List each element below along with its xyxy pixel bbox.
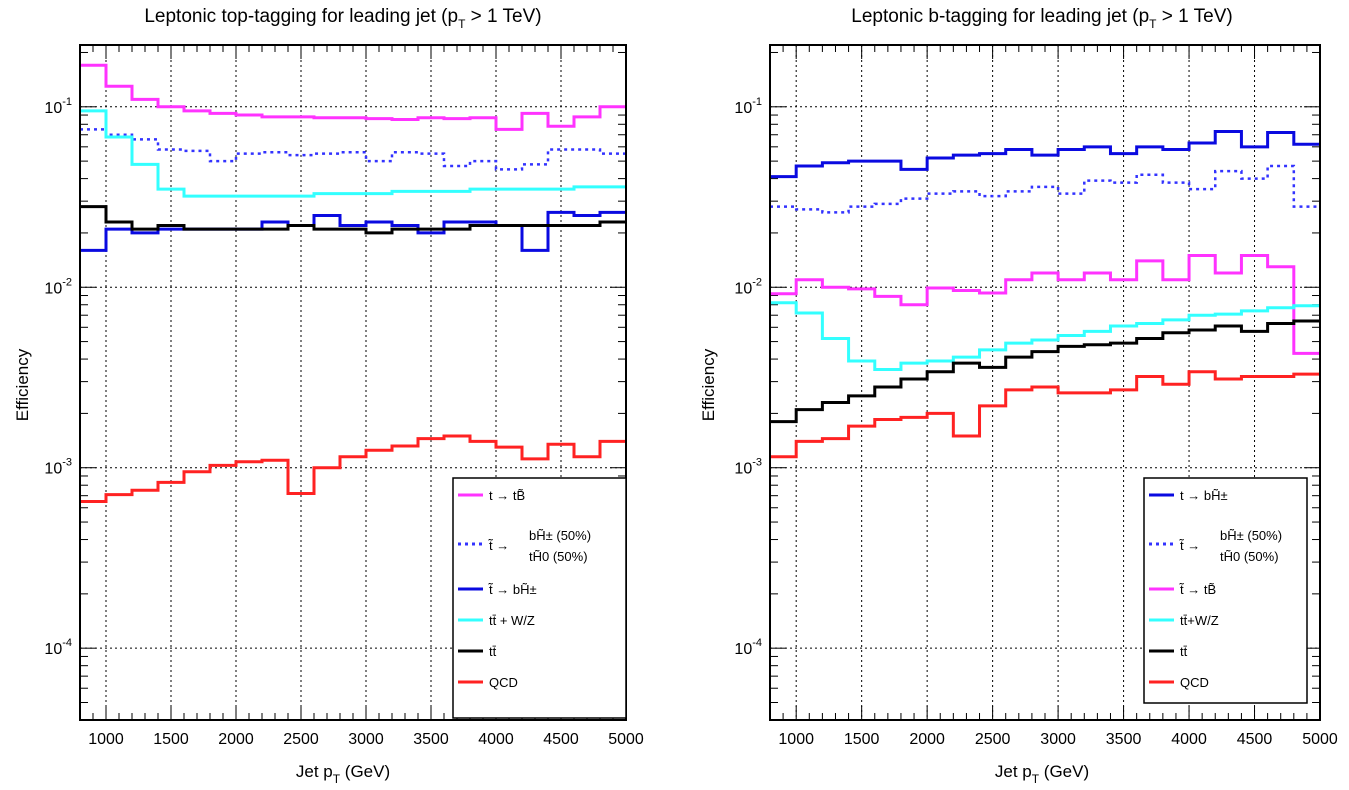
- b-xtick-label: 3000: [1040, 731, 1076, 748]
- b-xtick-label: 1000: [778, 731, 814, 748]
- top-series-t-tb: [80, 63, 626, 131]
- b-legend-label-tt: tt̄: [1180, 644, 1188, 659]
- b-legend-label-t-bh-50-th-0-50-lower: tH̃0 (50%): [1220, 549, 1279, 564]
- b-xtick-label: 2500: [975, 731, 1011, 748]
- b-series-t-bh: [770, 129, 1320, 179]
- top-legend-label-tt-w-z: tt̄ + W/Z: [489, 613, 535, 628]
- b-ytick-label: 10-3: [734, 457, 762, 478]
- b-series-tt: [770, 319, 1320, 424]
- b-xtick-label: 3500: [1106, 731, 1142, 748]
- b-legend-label-t-bh: t → bH̃±: [1180, 488, 1228, 503]
- top-ytick-label: 10-3: [44, 457, 72, 478]
- b-tagging-panel: 1000 1500 2000 2500 3000 3500 4000 4500 5000 10-4…: [699, 6, 1338, 786]
- top-x-axis-title: Jet pT (GeV): [296, 762, 390, 786]
- top-series-t-bh-50-th-0-50: [80, 128, 626, 171]
- b-xtick-label: 4000: [1171, 731, 1207, 748]
- b-series-tt-w-z: [770, 301, 1320, 372]
- b-ytick-label: 10-2: [734, 276, 762, 297]
- top-xtick-label: 2000: [218, 731, 254, 748]
- top-ytick-label: 10-4: [44, 637, 72, 658]
- b-series-t-tb: [770, 253, 1320, 355]
- top-xtick-label: 2500: [283, 731, 319, 748]
- top-ytick-label: 10-2: [44, 276, 72, 297]
- b-ytick-label: 10-4: [734, 637, 762, 658]
- b-legend: t → bH̃± t̃ → bH̃± (50%) tH̃0 (50%) t̃ → tB̃…: [1143, 477, 1308, 704]
- b-xtick-label: 5000: [1302, 731, 1338, 748]
- b-xtick-label: 4500: [1237, 731, 1273, 748]
- b-ticks: [769, 45, 1321, 721]
- b-legend-label-tt-w-z: tt̄+W/Z: [1180, 613, 1219, 628]
- top-legend-label-tt: tt̄: [489, 644, 497, 659]
- b-y-axis-title: Efficiency: [699, 348, 718, 421]
- top-legend-label-qcd: QCD: [489, 675, 518, 690]
- top-legend-label-t-bh-50-th-0-50: t̃ →: [488, 538, 510, 553]
- b-xtick-label: 2000: [909, 731, 945, 748]
- b-plot-frame: [769, 44, 1321, 721]
- top-plot-frame: [79, 44, 627, 721]
- top-series-tt-w-z: [80, 109, 626, 198]
- top-series-tt: [80, 205, 626, 235]
- b-grid: [770, 45, 1321, 720]
- b-series-t-bh-50-th-0-50: [770, 164, 1320, 214]
- b-series-qcd: [770, 370, 1320, 459]
- top-legend: t → tB̃ t̃ → bH̃± (50%) tH̃0 (50%) t̃ → bH̃±…: [452, 477, 627, 719]
- top-xtick-label: 1000: [88, 731, 124, 748]
- top-chart-title: Leptonic top-tagging for leading jet (pT…: [144, 6, 541, 31]
- b-legend-label-t-tb: t̃ → tB̃: [1179, 582, 1217, 597]
- top-legend-label-t-bh: t̃ → bH̃±: [488, 582, 537, 597]
- b-legend-label-qcd: QCD: [1180, 675, 1209, 690]
- top-y-axis-title: Efficiency: [13, 348, 32, 421]
- b-xtick-label: 1500: [844, 731, 880, 748]
- b-legend-label-t-bh-50-th-0-50: t̃ →: [1179, 538, 1201, 553]
- top-legend-label-t-tb: t → tB̃: [489, 488, 525, 503]
- top-xtick-label: 1500: [153, 731, 189, 748]
- b-ytick-label: 10-1: [734, 96, 762, 117]
- top-legend-label-t-bh-50-th-0-50-lower: tH̃0 (50%): [529, 549, 588, 564]
- b-chart-title: Leptonic b-tagging for leading jet (pT >…: [851, 6, 1232, 31]
- top-legend-label-t-bh-50-th-0-50-upper: bH̃± (50%): [529, 528, 591, 543]
- top-xtick-label: 5000: [608, 731, 644, 748]
- top-xtick-label: 3000: [348, 731, 384, 748]
- top-ytick-label: 10-1: [44, 96, 72, 117]
- top-xtick-label: 4500: [543, 731, 579, 748]
- top-legend-box: [452, 477, 627, 719]
- top-tagging-panel: 1000 1500 2000 2500 3000 3500 4000 4500 5000 10-4…: [13, 6, 644, 786]
- top-xtick-label: 4000: [478, 731, 514, 748]
- b-legend-label-t-bh-50-th-0-50-upper: bH̃± (50%): [1220, 528, 1282, 543]
- top-xtick-label: 3500: [413, 731, 449, 748]
- top-series-qcd: [80, 434, 626, 503]
- top-series-t-bh: [80, 210, 626, 252]
- b-x-axis-title: Jet pT (GeV): [995, 762, 1089, 786]
